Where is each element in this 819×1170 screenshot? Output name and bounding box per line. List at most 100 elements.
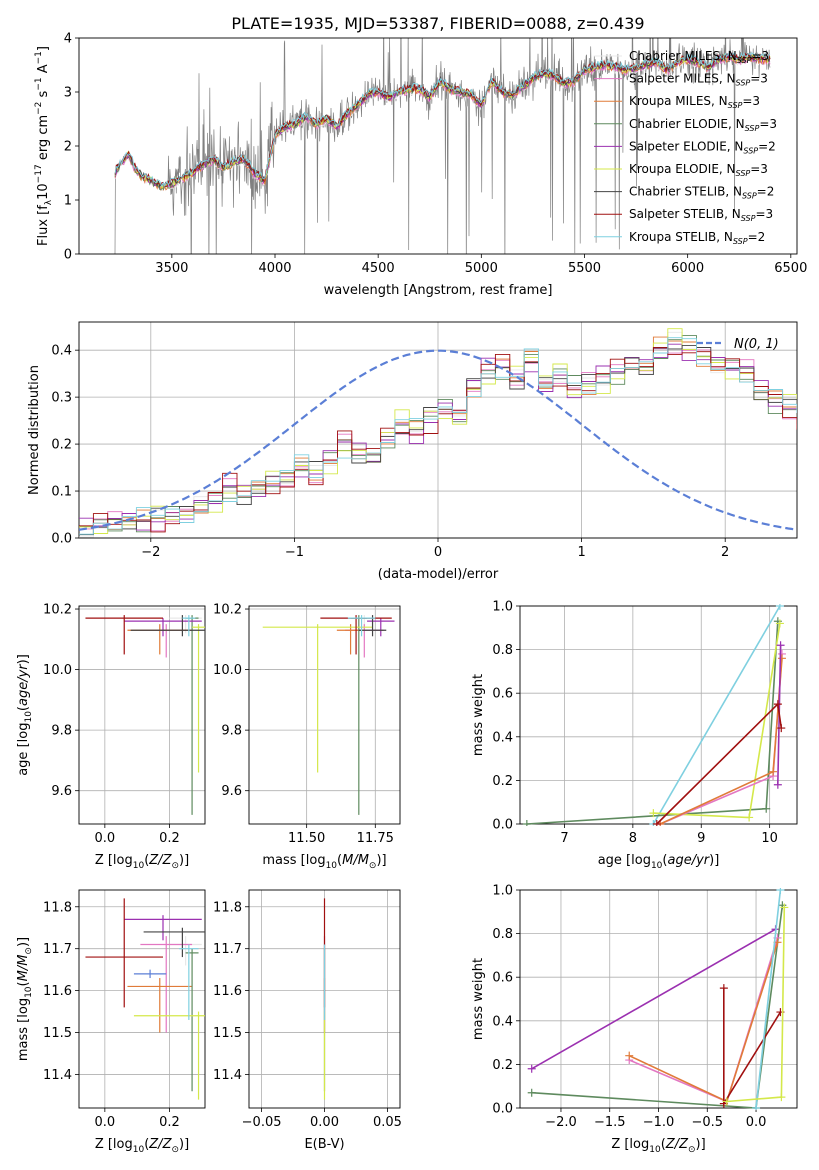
x-tick-label: −2 (141, 545, 160, 560)
axes-frame (248, 889, 401, 1109)
weight-vs-z-plot-area (527, 888, 789, 1110)
axes-frame (78, 605, 206, 825)
y-tick-label: 0.4 (492, 730, 513, 745)
x-tick-label: 4500 (362, 261, 395, 276)
spectrum-legend: Chabrier MILES, NSSP=3 Salpeter MILES, NS… (594, 49, 777, 246)
age-vs-z-plot-area (85, 615, 205, 815)
weight-marker (652, 820, 661, 826)
x-tick-label: 2 (721, 545, 729, 560)
weight-vs-age-xlabel: age [log10(age/yr)] (598, 853, 720, 871)
axes-frame (78, 37, 798, 255)
y-tick-label: 0.4 (492, 1014, 513, 1029)
weight-marker (722, 1097, 731, 1106)
age-vs-z-ylabel: age [log10(age/yr)] (16, 654, 34, 776)
y-tick-label: 0.0 (492, 818, 513, 833)
weight-vs-age-ylabel: mass weight (471, 674, 486, 756)
weight-marker (527, 1064, 536, 1073)
weight-marker (773, 617, 782, 626)
x-tick-label: 3500 (155, 261, 188, 276)
y-tick-label: 0.8 (492, 643, 513, 658)
y-tick-label: 11.8 (43, 900, 72, 915)
x-tick-label: 11.75 (357, 831, 394, 846)
axes-frame (519, 605, 798, 825)
y-tick-label: 11.5 (213, 1026, 242, 1041)
y-tick-label: 11.6 (43, 984, 72, 999)
legend-label: Salpeter MILES, NSSP=3 (629, 72, 768, 88)
weight-marker (773, 780, 782, 789)
residual-hist-kroupa-miles (79, 336, 797, 536)
figure-title: PLATE=1935, MJD=53387, FIBERID=0088, z=0… (231, 14, 644, 33)
x-tick-label: 10 (761, 831, 778, 846)
legend-label: Chabrier STELIB, NSSP=2 (629, 185, 774, 201)
axes-frame (78, 321, 798, 539)
x-tick-label: 0.0 (746, 1115, 767, 1130)
age-vs-z-panel: 0.0 0.2 9.6 9.8 10.0 10.2 Z [log10(Z/Z⊙)] age [… (16, 603, 206, 871)
y-tick-label: 4 (64, 32, 72, 47)
weight-marker (752, 1104, 761, 1110)
weight-vs-z-ylabel: mass weight (471, 958, 486, 1040)
spectrum-model-kroupa-stelib (114, 52, 771, 187)
residuals-xlabel: (data-model)/error (378, 567, 499, 582)
y-tick-label: 9.6 (51, 784, 72, 799)
legend-label: N(0, 1) (734, 337, 779, 352)
legend-label: Chabrier ELODIE, NSSP=3 (629, 117, 777, 133)
weight-marker (776, 641, 785, 650)
x-tick-label: −2.0 (545, 1115, 577, 1130)
weight-marker (719, 984, 728, 993)
mass-vs-z-ylabel: mass [log10(M/M⊙)] (16, 937, 34, 1061)
age-vs-z-xlabel: Z [log10(Z/Z⊙)] (95, 853, 189, 871)
mass-vs-z-plot-area (85, 898, 205, 1100)
weight-marker (773, 700, 782, 709)
x-tick-label: 5000 (465, 261, 498, 276)
mass-vs-ebv-panel: −0.05 0.00 0.05 11.4 11.5 11.6 11.7 11.8 E(B-V) (213, 889, 402, 1152)
y-tick-label: 0.0 (492, 1102, 513, 1117)
weight-marker (745, 813, 754, 822)
x-tick-label: 0.0 (95, 831, 116, 846)
x-tick-label: 0.0 (95, 1115, 116, 1130)
y-tick-label: 10.0 (43, 663, 72, 678)
y-tick-label: 10.2 (43, 603, 72, 618)
weight-marker (522, 820, 531, 826)
y-tick-label: 0.6 (492, 687, 513, 702)
mass-vs-z-panel: 0.0 0.2 11.4 11.5 11.6 11.7 11.8 Z [log10(Z/Z⊙)… (16, 889, 206, 1155)
residual-hist-salpeter-miles (79, 348, 797, 532)
residuals-panel: −2 −1 0 1 2 0.0 0.1 0.2 0.3 0.4 N(0, 1) (data-model… (27, 321, 798, 582)
weight-marker (776, 888, 785, 894)
weight-line (755, 889, 782, 1109)
weight-marker (649, 809, 658, 818)
x-tick-label: −0.05 (242, 1115, 282, 1130)
y-tick-label: 11.6 (213, 984, 242, 999)
x-tick-label: 0.2 (159, 1115, 180, 1130)
age-vs-mass-xlabel: mass [log10(M/M⊙)] (262, 853, 386, 871)
x-tick-label: 0 (434, 545, 442, 560)
y-tick-label: 1.0 (492, 600, 513, 615)
gaussian-curve (79, 349, 795, 531)
y-tick-label: 0.2 (492, 1058, 513, 1073)
x-tick-label: 4000 (258, 261, 291, 276)
legend-label: Kroupa ELODIE, NSSP=3 (629, 162, 768, 178)
x-tick-label: 9 (697, 831, 705, 846)
y-tick-label: 11.5 (43, 1026, 72, 1041)
weight-line (652, 605, 781, 825)
weight-marker (527, 1088, 536, 1097)
spectrum-panel: 3500 4000 4500 5000 5500 6000 6500 0 1 2 3 4 wavelen… (34, 32, 807, 299)
x-tick-label: 5500 (568, 261, 601, 276)
residual-hist-kroupa-stelib (79, 337, 797, 535)
x-tick-label: 6000 (671, 261, 704, 276)
x-tick-label: 11.50 (288, 831, 325, 846)
legend-label: Salpeter ELODIE, NSSP=2 (629, 139, 776, 155)
x-tick-label: 1 (577, 545, 585, 560)
y-tick-label: 11.4 (43, 1068, 72, 1083)
axes-frame (78, 889, 206, 1109)
y-tick-label: 0.4 (51, 344, 72, 359)
weight-vs-age-panel: 7 8 9 10 0.0 0.2 0.4 0.6 0.8 1.0 age [log10(age/yr… (471, 600, 798, 871)
y-tick-label: 10.0 (213, 663, 242, 678)
y-tick-label: 11.7 (43, 942, 72, 957)
weight-marker (775, 604, 784, 610)
y-tick-label: 0.2 (492, 774, 513, 789)
x-tick-label: −1.0 (643, 1115, 675, 1130)
weight-marker (780, 903, 789, 912)
mass-vs-ebv-xlabel: E(B-V) (304, 1137, 344, 1152)
x-tick-label: 0.00 (310, 1115, 339, 1130)
